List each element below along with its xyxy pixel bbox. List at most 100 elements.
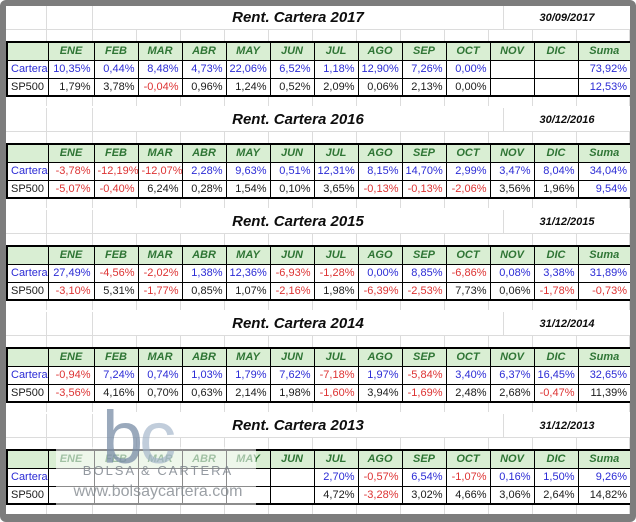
sp500-oct-value[interactable]: 4,66% xyxy=(445,485,491,505)
sp500-ago-value[interactable]: -3,28% xyxy=(357,485,403,505)
month-header-dic[interactable]: DIC xyxy=(533,41,579,61)
sp500-ene-value[interactable] xyxy=(47,485,95,505)
cartera-ago-value[interactable]: -0,57% xyxy=(357,467,403,487)
month-header-may[interactable]: MAY xyxy=(225,347,271,367)
month-header-mar[interactable]: MAR xyxy=(137,449,183,469)
cartera-feb-value[interactable]: -12,19% xyxy=(93,161,139,181)
month-header-sep[interactable]: SEP xyxy=(401,143,447,163)
cartera-row-label[interactable]: Cartera xyxy=(6,467,49,487)
sp500-sep-value[interactable]: -2,53% xyxy=(401,281,447,301)
cartera-mar-value[interactable]: -12,07% xyxy=(137,161,183,181)
month-header-jul[interactable]: JUL xyxy=(313,347,359,367)
sp500-row-label[interactable]: SP500 xyxy=(6,179,49,199)
cartera-abr-value[interactable] xyxy=(181,467,227,487)
cartera-may-value[interactable]: 1,79% xyxy=(225,365,271,385)
cartera-suma-value[interactable]: 32,65% xyxy=(577,365,630,385)
cartera-ago-value[interactable]: 8,15% xyxy=(357,161,403,181)
month-header-feb[interactable]: FEB xyxy=(93,41,139,61)
cartera-suma-value[interactable]: 31,89% xyxy=(577,263,630,283)
month-header-oct[interactable]: OCT xyxy=(445,347,491,367)
cartera-sep-value[interactable]: 8,85% xyxy=(401,263,447,283)
month-header-may[interactable]: MAY xyxy=(225,245,271,265)
suma-header[interactable]: Suma xyxy=(577,449,630,469)
sp500-may-value[interactable]: 2,14% xyxy=(225,383,271,403)
cartera-jul-value[interactable]: -1,28% xyxy=(313,263,359,283)
month-header-dic[interactable]: DIC xyxy=(533,347,579,367)
cartera-sep-value[interactable]: -5,84% xyxy=(401,365,447,385)
month-header-oct[interactable]: OCT xyxy=(445,449,491,469)
cartera-ene-value[interactable] xyxy=(47,467,95,487)
month-header-nov[interactable]: NOV xyxy=(489,143,535,163)
cartera-jul-value[interactable]: 2,70% xyxy=(313,467,359,487)
month-header-jun[interactable]: JUN xyxy=(269,245,315,265)
month-header-mar[interactable]: MAR xyxy=(137,41,183,61)
month-header-jul[interactable]: JUL xyxy=(313,449,359,469)
sp500-dic-value[interactable]: -0,47% xyxy=(533,383,579,403)
sp500-oct-value[interactable]: -2,06% xyxy=(445,179,491,199)
cartera-may-value[interactable]: 12,36% xyxy=(225,263,271,283)
cartera-row-label[interactable]: Cartera xyxy=(6,59,49,79)
sp500-dic-value[interactable]: 2,64% xyxy=(533,485,579,505)
cartera-nov-value[interactable]: 0,08% xyxy=(489,263,535,283)
sp500-row-label[interactable]: SP500 xyxy=(6,281,49,301)
cartera-row-label[interactable]: Cartera xyxy=(6,263,49,283)
cartera-ene-value[interactable]: -0,94% xyxy=(47,365,95,385)
sp500-nov-value[interactable]: 3,06% xyxy=(489,485,535,505)
cartera-nov-value[interactable]: 6,37% xyxy=(489,365,535,385)
month-header-sep[interactable]: SEP xyxy=(401,41,447,61)
cartera-feb-value[interactable]: 7,24% xyxy=(93,365,139,385)
sp500-sep-value[interactable]: 3,02% xyxy=(401,485,447,505)
month-header-abr[interactable]: ABR xyxy=(181,245,227,265)
cartera-oct-value[interactable]: -1,07% xyxy=(445,467,491,487)
cartera-row-label[interactable]: Cartera xyxy=(6,161,49,181)
sp500-suma-value[interactable]: -0,73% xyxy=(577,281,630,301)
month-header-jun[interactable]: JUN xyxy=(269,449,315,469)
sp500-may-value[interactable]: 1,54% xyxy=(225,179,271,199)
sp500-suma-value[interactable]: 12,53% xyxy=(577,77,630,97)
cartera-abr-value[interactable]: 2,28% xyxy=(181,161,227,181)
cartera-nov-value[interactable]: 3,47% xyxy=(489,161,535,181)
cartera-sep-value[interactable]: 6,54% xyxy=(401,467,447,487)
corner-header-cell[interactable] xyxy=(6,449,49,469)
cartera-feb-value[interactable] xyxy=(93,467,139,487)
month-header-feb[interactable]: FEB xyxy=(93,347,139,367)
sp500-feb-value[interactable]: -0,40% xyxy=(93,179,139,199)
cartera-ago-value[interactable]: 1,97% xyxy=(357,365,403,385)
suma-header[interactable]: Suma xyxy=(577,143,630,163)
cartera-oct-value[interactable]: 3,40% xyxy=(445,365,491,385)
month-header-nov[interactable]: NOV xyxy=(489,449,535,469)
cartera-ene-value[interactable]: -3,78% xyxy=(47,161,95,181)
sp500-nov-value[interactable]: 2,68% xyxy=(489,383,535,403)
month-header-mar[interactable]: MAR xyxy=(137,143,183,163)
sp500-mar-value[interactable]: 6,24% xyxy=(137,179,183,199)
sp500-abr-value[interactable]: 0,85% xyxy=(181,281,227,301)
cartera-jul-value[interactable]: -7,18% xyxy=(313,365,359,385)
cartera-may-value[interactable]: 22,06% xyxy=(225,59,271,79)
sp500-abr-value[interactable]: 0,63% xyxy=(181,383,227,403)
sp500-suma-value[interactable]: 9,54% xyxy=(577,179,630,199)
month-header-may[interactable]: MAY xyxy=(225,41,271,61)
cartera-ene-value[interactable]: 10,35% xyxy=(47,59,95,79)
cartera-sep-value[interactable]: 14,70% xyxy=(401,161,447,181)
sp500-row-label[interactable]: SP500 xyxy=(6,77,49,97)
cartera-dic-value[interactable]: 8,04% xyxy=(533,161,579,181)
month-header-feb[interactable]: FEB xyxy=(93,245,139,265)
cartera-jun-value[interactable]: -6,93% xyxy=(269,263,315,283)
cartera-dic-value[interactable] xyxy=(533,59,579,79)
cartera-jun-value[interactable]: 6,52% xyxy=(269,59,315,79)
cartera-may-value[interactable]: 9,63% xyxy=(225,161,271,181)
corner-header-cell[interactable] xyxy=(6,143,49,163)
sp500-nov-value[interactable]: 0,06% xyxy=(489,281,535,301)
month-header-jul[interactable]: JUL xyxy=(313,41,359,61)
month-header-may[interactable]: MAY xyxy=(225,143,271,163)
cartera-mar-value[interactable]: 8,48% xyxy=(137,59,183,79)
corner-header-cell[interactable] xyxy=(6,245,49,265)
sp500-feb-value[interactable] xyxy=(93,485,139,505)
cartera-abr-value[interactable]: 1,38% xyxy=(181,263,227,283)
month-header-ene[interactable]: ENE xyxy=(47,41,95,61)
month-header-mar[interactable]: MAR xyxy=(137,347,183,367)
sp500-mar-value[interactable]: -1,77% xyxy=(137,281,183,301)
cartera-dic-value[interactable]: 3,38% xyxy=(533,263,579,283)
sp500-ene-value[interactable]: -3,10% xyxy=(47,281,95,301)
sp500-ago-value[interactable]: 3,94% xyxy=(357,383,403,403)
